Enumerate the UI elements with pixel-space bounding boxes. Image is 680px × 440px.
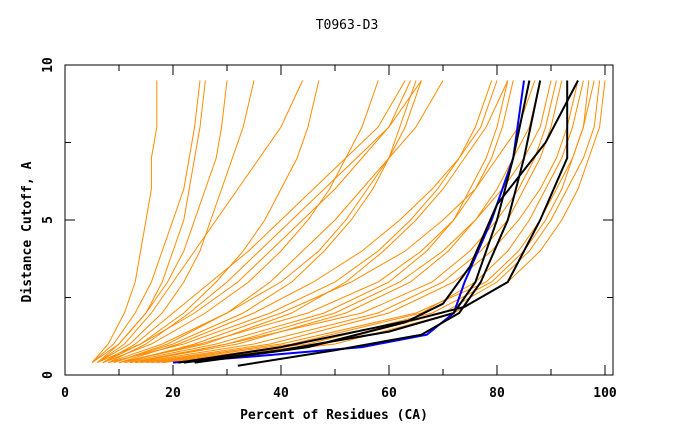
x-tick-label: 60 — [381, 386, 397, 401]
model-curve-25 — [124, 80, 536, 364]
x-axis-label: Percent of Residues (CA) — [240, 408, 428, 423]
model-curve-22 — [102, 80, 406, 364]
x-tick-label: 0 — [61, 386, 69, 401]
x-tick-label: 40 — [273, 386, 289, 401]
model-curve-8 — [172, 80, 606, 364]
y-axis-label: Distance Cutoff, A — [20, 161, 35, 302]
model-curve-4 — [108, 80, 417, 364]
model-curve-2 — [97, 80, 228, 363]
highlight-curve-black-4 — [194, 80, 579, 364]
y-tick-label: 0 — [41, 371, 56, 379]
plot-frame — [64, 64, 614, 376]
chart-title: T0963-D3 — [316, 18, 379, 33]
model-curve-5 — [118, 80, 514, 364]
model-curve-16 — [108, 80, 493, 364]
model-curve-30 — [135, 80, 552, 364]
model-curve-18 — [97, 80, 304, 364]
model-curve-12 — [102, 80, 379, 364]
highlight-curve-black-5 — [178, 80, 569, 364]
model-curve-3 — [102, 80, 320, 364]
highlight-curve-black-3 — [237, 80, 542, 367]
y-tick-label: 10 — [41, 57, 56, 73]
model-curve-11 — [124, 80, 509, 364]
ticks-group: 0 20 40 60 80 100 0 5 10 — [41, 57, 617, 401]
x-tick-label: 80 — [489, 386, 505, 401]
series-group — [91, 80, 606, 367]
model-curve-14 — [91, 80, 201, 363]
model-curve-10 — [113, 80, 422, 364]
model-curve-1 — [91, 80, 158, 363]
highlight-curve-black-2 — [183, 80, 531, 364]
model-curve-29 — [97, 80, 412, 364]
model-curve-20 — [113, 80, 444, 364]
model-curve-17 — [118, 80, 509, 364]
model-curve-28 — [118, 80, 498, 364]
y-tick-label: 5 — [41, 216, 56, 224]
model-curve-21 — [129, 80, 541, 364]
x-tick-label: 100 — [593, 386, 617, 401]
model-curve-19 — [140, 80, 579, 364]
x-tick-label: 20 — [165, 386, 181, 401]
model-curve-26 — [91, 80, 206, 364]
